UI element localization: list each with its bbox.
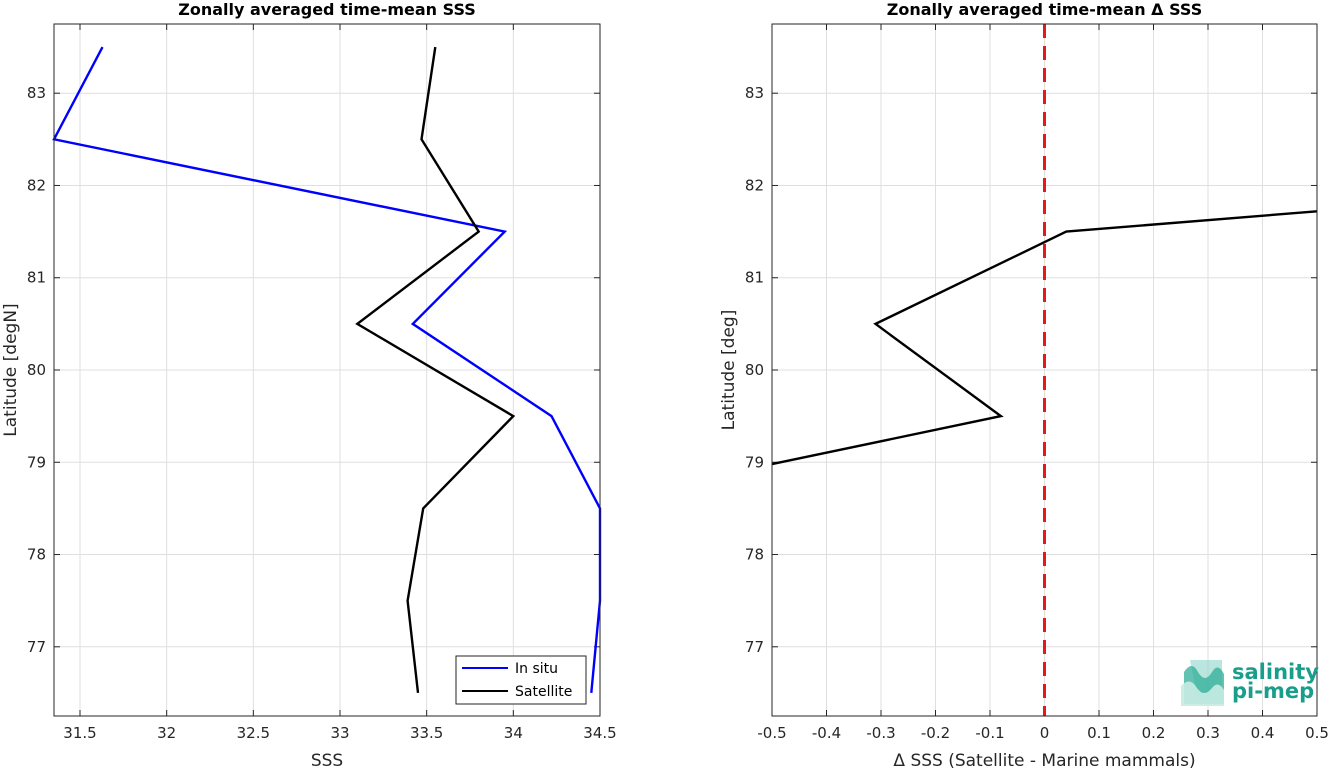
x-axis-label: Δ SSS (Satellite - Marine mammals) — [893, 751, 1195, 769]
x-tick-label: -0.2 — [921, 724, 950, 742]
y-tick-label: 79 — [745, 453, 764, 471]
y-tick-label: 78 — [745, 546, 764, 564]
y-tick-label: 82 — [27, 176, 46, 194]
legend: In situ Satellite — [455, 655, 587, 705]
legend-box — [455, 655, 587, 705]
x-tick-label: 0.4 — [1251, 724, 1275, 742]
x-axis-label: SSS — [311, 751, 343, 769]
y-tick-label: 80 — [27, 361, 46, 379]
y-tick-label: 81 — [27, 269, 46, 287]
gridlines — [771, 24, 1318, 716]
x-tick-label: 33.5 — [410, 724, 443, 742]
series-line-satellite — [355, 46, 516, 694]
axes-box — [771, 23, 1318, 717]
tick-labels: -0.5 -0.4 -0.3 -0.2 -0.1 0 0.1 0.2 0.3 0.4 0.5 77 78… — [745, 84, 1329, 742]
x-tick-label: -0.3 — [866, 724, 895, 742]
gridlines — [54, 24, 601, 716]
x-tick-label: 0.2 — [1142, 724, 1166, 742]
ticks — [54, 24, 601, 716]
x-tick-label: 31.5 — [63, 724, 96, 742]
tick-labels: 31.5 32 32.5 33 33.5 34 34.5 77 78 79 80 81 82 83 — [27, 84, 617, 742]
axes-box — [53, 23, 601, 717]
y-axis-label: Latitude [degN] — [1, 303, 21, 436]
x-tick-label: -0.4 — [812, 724, 841, 742]
y-tick-label: 79 — [27, 453, 46, 471]
y-tick-label: 80 — [745, 361, 764, 379]
panel-title: Zonally averaged time-mean SSS — [178, 0, 476, 19]
legend-label-satellite: Satellite — [515, 684, 572, 700]
series-line-series-0 — [771, 210, 1318, 466]
x-tick-label: 0 — [1040, 724, 1050, 742]
x-tick-label: 34 — [504, 724, 523, 742]
y-tick-label: 82 — [745, 176, 764, 194]
y-tick-label: 78 — [27, 546, 46, 564]
y-tick-label: 83 — [745, 84, 764, 102]
y-tick-label: 77 — [27, 638, 46, 656]
panel-title: Zonally averaged time-mean Δ SSS — [887, 0, 1203, 19]
x-tick-label: 0.5 — [1305, 724, 1329, 742]
panel-delta-sss: -0.5 -0.4 -0.3 -0.2 -0.1 0 0.1 0.2 0.3 0.4 0.5 77 78… — [719, 0, 1329, 769]
y-tick-label: 77 — [745, 638, 764, 656]
y-axis-label: Latitude [deg] — [719, 310, 739, 431]
x-tick-label: 32 — [157, 724, 176, 742]
y-tick-label: 83 — [27, 84, 46, 102]
y-tick-label: 81 — [745, 269, 764, 287]
x-tick-label: -0.5 — [757, 724, 786, 742]
panel-sss: 31.5 32 32.5 33 33.5 34 34.5 77 78 79 80 81 82 83 Zon… — [1, 0, 617, 769]
logo-text-pimep: pi-mep — [1232, 679, 1314, 703]
wave-icon — [1181, 660, 1224, 706]
salinity-pimep-logo: salinity pi-mep — [1181, 660, 1319, 706]
legend-label-in-situ: In situ — [515, 661, 558, 677]
x-tick-label: 0.1 — [1087, 724, 1111, 742]
x-tick-label: 0.3 — [1196, 724, 1220, 742]
x-tick-label: 32.5 — [237, 724, 270, 742]
x-tick-label: -0.1 — [975, 724, 1004, 742]
x-tick-label: 34.5 — [583, 724, 616, 742]
x-tick-label: 33 — [330, 724, 349, 742]
logo-text-salinity: salinity — [1232, 660, 1319, 684]
